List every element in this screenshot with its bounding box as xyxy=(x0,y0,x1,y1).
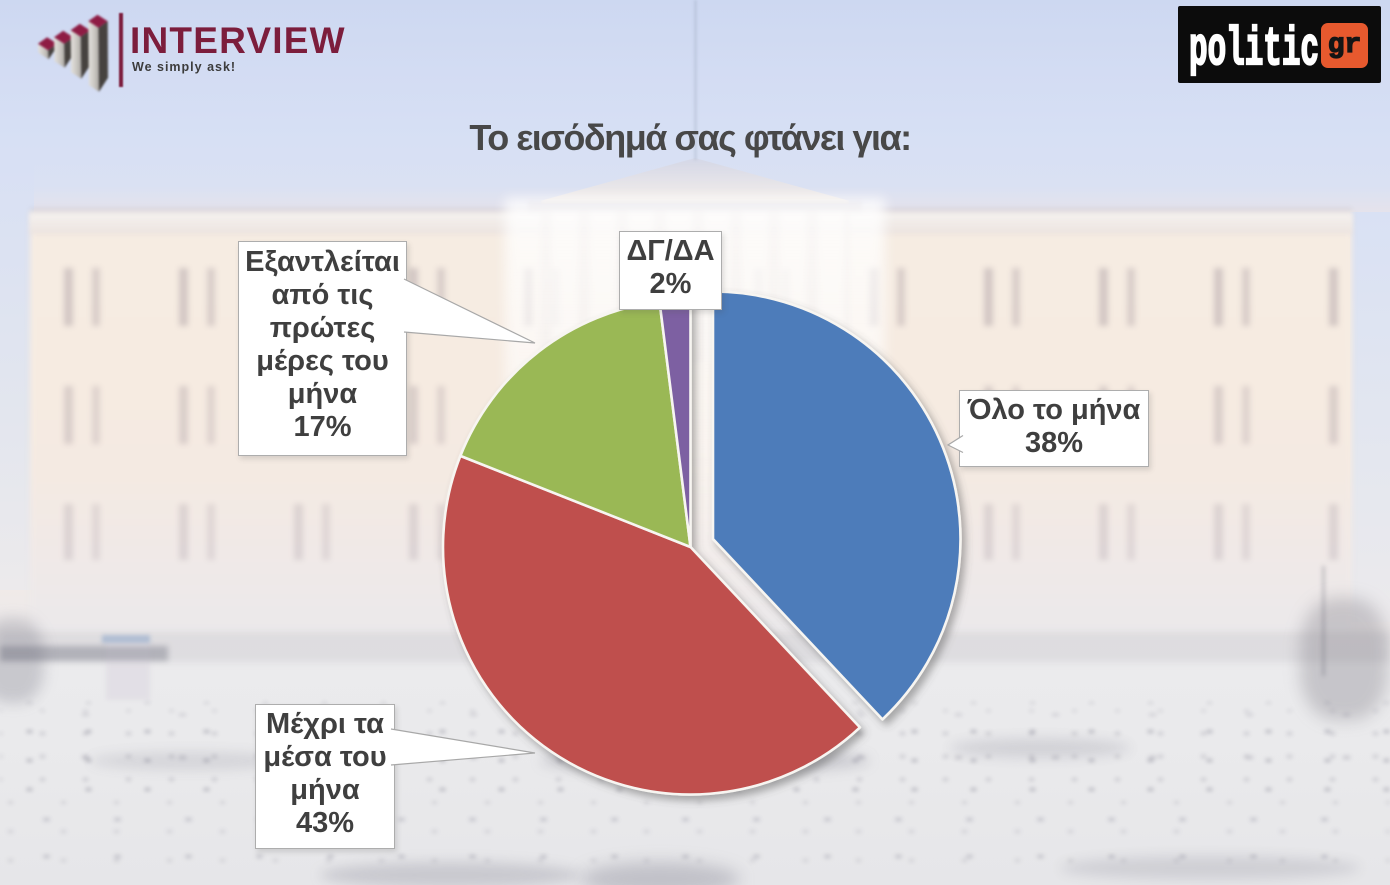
svg-text:politic: politic xyxy=(1189,20,1319,81)
